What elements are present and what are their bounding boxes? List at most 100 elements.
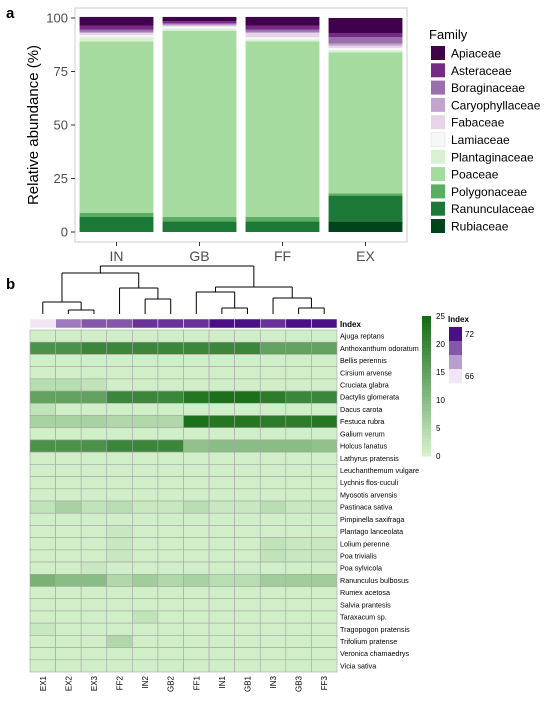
heatmap-cell — [183, 476, 210, 490]
heatmap-cell — [55, 598, 82, 612]
heatmap-cell — [157, 586, 184, 600]
heatmap-cell — [29, 329, 56, 343]
heatmap-cell — [183, 512, 210, 526]
bar-segment-plantaginaceae — [245, 39, 320, 42]
legend-label: Rubiaceae — [451, 220, 509, 234]
heatmap-cell — [29, 354, 56, 367]
heatmap-cell — [132, 439, 159, 453]
heatmap-cell — [183, 598, 210, 612]
heatmap-cell — [259, 525, 287, 538]
y-tick-label: 75 — [54, 64, 68, 79]
heatmap-cell — [311, 451, 338, 465]
color-scale-step — [422, 351, 431, 355]
heatmap-cell — [208, 378, 235, 392]
x-tick-label: FF — [274, 248, 291, 264]
heatmap-cell — [208, 390, 235, 404]
heatmap-cell — [234, 464, 261, 477]
color-scale-tick-label: 5 — [436, 424, 441, 433]
index-annotation-cell — [285, 318, 312, 329]
index-scale-tick-label: 66 — [465, 372, 474, 381]
heatmap-cell — [29, 415, 56, 429]
heatmap-cell — [29, 451, 56, 465]
heatmap-cell — [311, 525, 338, 538]
index-annotation-cell — [55, 318, 82, 329]
bar-segment-caryophyllaceae — [328, 43, 403, 46]
heatmap-cell — [132, 366, 159, 380]
heatmap-cell — [311, 610, 338, 624]
heatmap-cell — [29, 622, 56, 636]
heatmap-cell — [183, 622, 210, 636]
row-label: Festuca rubra — [340, 417, 384, 426]
heatmap-cell — [80, 622, 108, 636]
heatmap-cell — [259, 427, 287, 441]
y-tick-label: 100 — [46, 11, 68, 26]
heatmap-cell — [157, 390, 184, 404]
color-scale-step — [422, 435, 431, 439]
color-scale-step — [422, 347, 431, 352]
heatmap-cell — [285, 549, 312, 563]
column-label: EX1 — [39, 675, 48, 691]
heatmap-cell — [132, 476, 159, 490]
heatmap-cell — [106, 622, 133, 636]
color-scale-step — [422, 452, 431, 457]
heatmap-cell — [157, 500, 184, 514]
color-scale-step — [422, 421, 431, 425]
index-annotation-cell — [157, 318, 184, 329]
heatmap-cell — [183, 610, 210, 624]
row-label: Leuchanthemum vulgare — [340, 466, 419, 475]
heatmap-cell — [106, 451, 133, 465]
heatmap-cell — [259, 354, 287, 367]
column-label: IN3 — [269, 675, 278, 688]
heatmap-cell — [29, 610, 56, 624]
heatmap-cell — [106, 402, 133, 416]
x-tick-label: EX — [356, 248, 375, 264]
heatmap-cell — [132, 561, 159, 575]
heatmap-cell — [80, 647, 108, 661]
row-label: Lolium perenne — [340, 539, 390, 548]
heatmap-cell — [55, 573, 82, 587]
heatmap-cell — [311, 439, 338, 453]
legend-swatch — [431, 97, 445, 112]
heatmap-cell — [29, 488, 56, 502]
color-scale-step — [422, 431, 431, 436]
heatmap-cell — [80, 464, 108, 477]
heatmap-cell — [234, 573, 261, 587]
heatmap-cell — [157, 635, 184, 648]
heatmap-cell — [157, 464, 184, 477]
heatmap-cell — [80, 476, 108, 490]
index-scale-step — [449, 341, 462, 356]
heatmap-cell — [208, 610, 235, 624]
heatmap-cell — [106, 573, 133, 587]
heatmap-cell — [106, 464, 133, 477]
heatmap-cell — [80, 366, 108, 380]
heatmap-cell — [208, 415, 235, 429]
heatmap-cell — [80, 586, 108, 600]
heatmap-cell — [259, 573, 287, 587]
heatmap-cell — [234, 415, 261, 429]
heatmap-cell — [55, 635, 82, 648]
heatmap-cell — [208, 573, 235, 587]
bar-segment-polygonaceae — [79, 212, 154, 218]
heatmap-cell — [183, 500, 210, 514]
heatmap-cell — [157, 366, 184, 380]
bar-segment-boraginaceae — [245, 29, 320, 32]
bar-segment-polygonaceae — [328, 193, 403, 196]
row-label: Plantago lanceolata — [340, 527, 403, 536]
bar-segment-fabaceae — [79, 32, 154, 36]
heatmap-cell — [80, 561, 108, 575]
heatmap-cell — [234, 439, 261, 453]
heatmap-cell — [311, 573, 338, 587]
heatmap-cell — [29, 659, 56, 673]
heatmap-cell — [132, 329, 159, 343]
heatmap-cell — [183, 378, 210, 392]
heatmap-cell — [132, 622, 159, 636]
heatmap-cell — [29, 537, 56, 551]
heatmap-cell — [234, 635, 261, 648]
heatmap-cell — [285, 341, 312, 355]
heatmap-cell — [55, 329, 82, 343]
heatmap-cell — [29, 525, 56, 538]
heatmap-cell — [106, 427, 133, 441]
heatmap-cell — [183, 329, 210, 343]
color-scale-step — [422, 407, 431, 411]
row-label: Veronica chamaedrys — [340, 649, 410, 658]
